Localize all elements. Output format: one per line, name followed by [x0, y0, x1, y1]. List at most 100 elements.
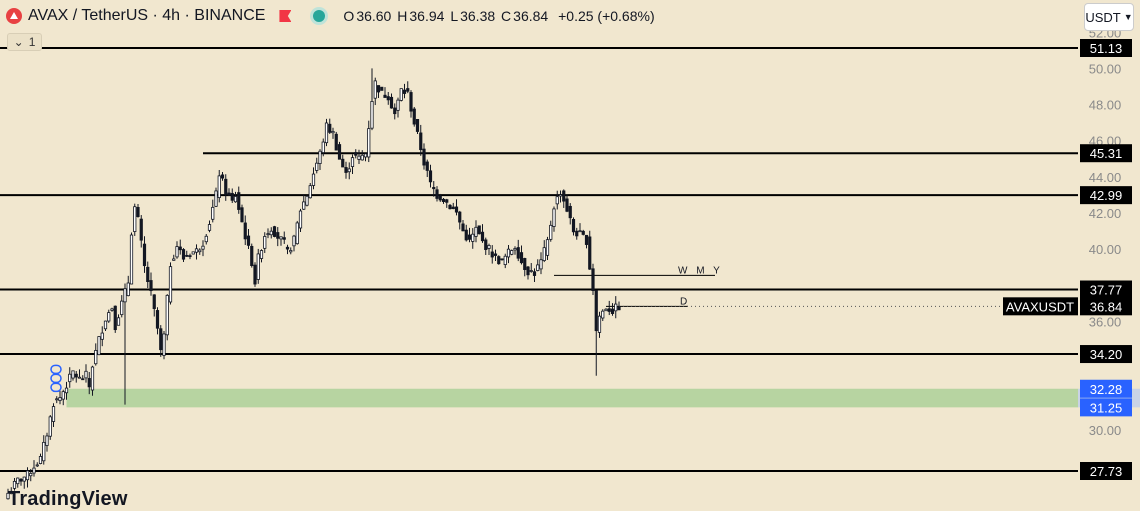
candle-body[interactable]	[81, 378, 85, 381]
candle-body[interactable]	[477, 225, 481, 235]
candle-body[interactable]	[588, 236, 592, 270]
candle-body[interactable]	[308, 185, 312, 199]
candle-body[interactable]	[513, 248, 517, 251]
candle-body[interactable]	[474, 226, 478, 237]
candle-body[interactable]	[51, 406, 56, 422]
level-price-label[interactable]: 27.73	[1090, 464, 1123, 479]
candle-body[interactable]	[396, 99, 400, 111]
candle-body[interactable]	[441, 198, 446, 202]
candle-body[interactable]	[614, 303, 618, 312]
candle-body[interactable]	[25, 470, 30, 481]
candle-body[interactable]	[220, 174, 225, 179]
candle-body[interactable]	[435, 189, 439, 199]
candle-body[interactable]	[380, 86, 384, 91]
candle-body[interactable]	[503, 255, 507, 265]
candle-body[interactable]	[331, 131, 335, 134]
candle-body[interactable]	[204, 235, 208, 243]
candle-body[interactable]	[500, 258, 504, 261]
candle-body[interactable]	[471, 233, 475, 242]
candle-body[interactable]	[282, 237, 286, 240]
candle-body[interactable]	[136, 207, 140, 218]
candle-body[interactable]	[493, 253, 498, 256]
candle-body[interactable]	[357, 155, 361, 160]
candle-body[interactable]	[107, 312, 111, 322]
candle-body[interactable]	[133, 206, 137, 232]
candle-body[interactable]	[337, 144, 342, 160]
level-price-label-bg[interactable]	[1080, 39, 1132, 57]
candle-body[interactable]	[172, 258, 176, 261]
candle-body[interactable]	[149, 280, 153, 292]
candle-body[interactable]	[29, 473, 33, 477]
candle-body[interactable]	[35, 464, 39, 467]
candle-body[interactable]	[298, 210, 303, 229]
candle-body[interactable]	[162, 333, 166, 356]
candle-body[interactable]	[318, 150, 322, 164]
candle-body[interactable]	[597, 315, 602, 333]
candle-body[interactable]	[406, 88, 410, 92]
candle-body[interactable]	[591, 268, 595, 292]
candle-body[interactable]	[542, 247, 546, 261]
candle-body[interactable]	[373, 80, 377, 99]
candle-body[interactable]	[120, 300, 124, 316]
candle-body[interactable]	[198, 249, 202, 253]
candle-body[interactable]	[100, 332, 104, 340]
candle-body[interactable]	[224, 178, 228, 195]
candle-body[interactable]	[568, 205, 572, 219]
candle-body[interactable]	[90, 366, 95, 391]
candle-body[interactable]	[419, 132, 423, 151]
candle-body[interactable]	[610, 308, 615, 314]
candle-body[interactable]	[87, 378, 91, 388]
candle-body[interactable]	[536, 264, 540, 271]
candle-body[interactable]	[393, 107, 397, 115]
candle-body[interactable]	[422, 148, 426, 166]
drawing-handle-icon[interactable]	[50, 373, 62, 384]
support-zone[interactable]	[66, 388, 1079, 408]
level-price-label-bg[interactable]	[1080, 345, 1132, 364]
candle-body[interactable]	[324, 122, 329, 144]
candle-body[interactable]	[311, 173, 316, 186]
candle-body[interactable]	[129, 234, 134, 285]
candle-body[interactable]	[191, 251, 195, 255]
candle-body[interactable]	[578, 230, 582, 233]
candle-body[interactable]	[263, 236, 267, 249]
candle-body[interactable]	[97, 336, 101, 356]
candle-body[interactable]	[617, 306, 621, 311]
candle-body[interactable]	[487, 245, 491, 249]
candle-body[interactable]	[315, 162, 319, 171]
candle-body[interactable]	[607, 308, 611, 312]
candle-body[interactable]	[461, 223, 465, 232]
candle-body[interactable]	[302, 201, 306, 210]
candle-body[interactable]	[240, 207, 244, 223]
candle-body[interactable]	[402, 89, 407, 94]
candle-body[interactable]	[146, 266, 150, 282]
candle-body[interactable]	[68, 373, 72, 383]
candle-body[interactable]	[415, 119, 420, 132]
candle-body[interactable]	[454, 206, 459, 213]
candle-body[interactable]	[152, 294, 156, 309]
zone-top-price-label-bg[interactable]	[1080, 379, 1132, 398]
level-price-label-bg[interactable]	[1080, 462, 1132, 480]
candle-body[interactable]	[529, 270, 533, 272]
candle-body[interactable]	[383, 94, 387, 98]
candle-body[interactable]	[94, 350, 98, 365]
candle-body[interactable]	[16, 477, 20, 485]
candle-body[interactable]	[19, 478, 23, 482]
candle-body[interactable]	[217, 175, 221, 199]
candle-body[interactable]	[175, 246, 179, 258]
candle-body[interactable]	[412, 108, 416, 125]
candle-body[interactable]	[253, 264, 257, 285]
currency-selector[interactable]: USDT ▼	[1084, 3, 1134, 31]
candle-body[interactable]	[9, 490, 13, 495]
candle-body[interactable]	[370, 101, 374, 129]
candle-body[interactable]	[558, 194, 563, 197]
drawing-handle-icon[interactable]	[50, 382, 62, 393]
candle-body[interactable]	[389, 96, 394, 109]
candle-body[interactable]	[237, 192, 241, 210]
candle-body[interactable]	[445, 199, 449, 203]
candle-body[interactable]	[123, 288, 127, 303]
candle-body[interactable]	[594, 290, 598, 332]
candle-body[interactable]	[139, 218, 143, 241]
drawing-handle-icon[interactable]	[50, 364, 62, 375]
candle-body[interactable]	[354, 152, 358, 156]
level-price-label[interactable]: 34.20	[1090, 347, 1123, 362]
